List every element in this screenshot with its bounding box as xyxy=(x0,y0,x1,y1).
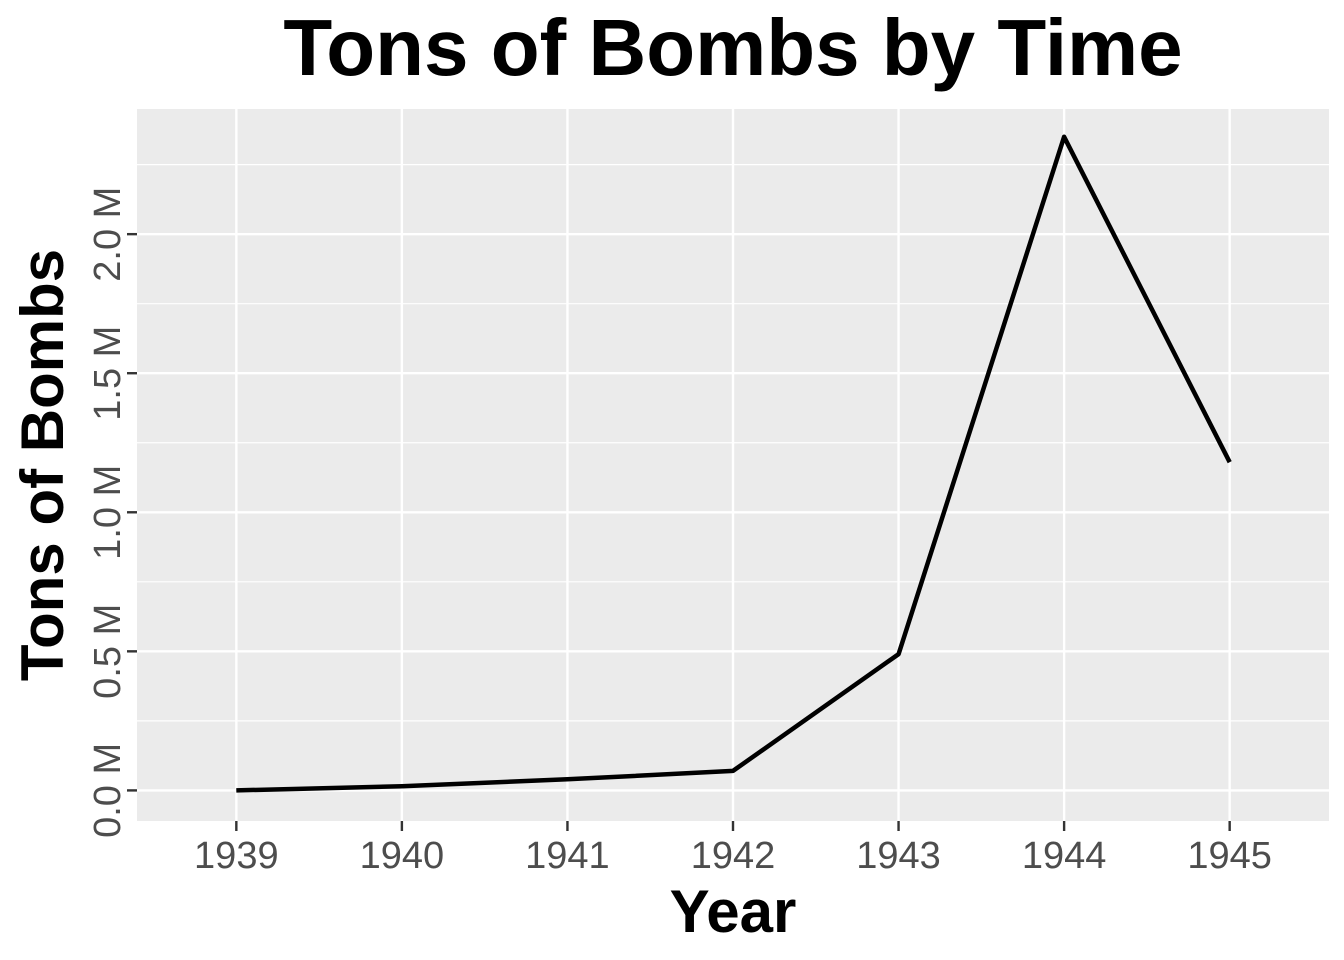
grid-major xyxy=(137,109,1329,821)
x-tick-label: 1939 xyxy=(194,835,279,877)
y-axis: 0.0 M 0.5 M 1.0 M 1.5 M 2.0 M xyxy=(87,187,137,838)
x-tick-label: 1944 xyxy=(1022,835,1107,877)
x-tick-label: 1945 xyxy=(1187,835,1272,877)
y-tick-label: 1.5 M xyxy=(87,326,129,421)
y-tick-label: 1.0 M xyxy=(87,465,129,560)
y-tick-label: 0.5 M xyxy=(87,604,129,699)
x-tick-label: 1940 xyxy=(360,835,445,877)
x-tick-label: 1941 xyxy=(525,835,610,877)
y-tick-label: 2.0 M xyxy=(87,187,129,282)
series-layer xyxy=(236,134,1232,793)
chart-title: Tons of Bombs by Time xyxy=(283,3,1182,92)
x-tick-label: 1942 xyxy=(691,835,776,877)
series-line xyxy=(236,134,1232,793)
x-axis-title: Year xyxy=(670,878,797,945)
x-tick-label: 1943 xyxy=(856,835,941,877)
x-axis: 1939 1940 1941 1942 1943 1944 1945 xyxy=(194,821,1272,877)
y-tick-label: 0.0 M xyxy=(87,743,129,838)
y-axis-title: Tons of Bombs xyxy=(9,249,76,681)
